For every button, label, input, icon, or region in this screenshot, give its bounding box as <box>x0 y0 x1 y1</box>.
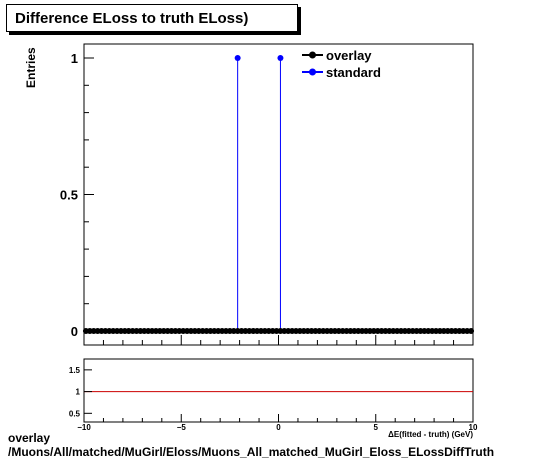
x-axis-label: ΔE(fitted - truth) (GeV) <box>388 430 473 439</box>
chart-title: Difference ELoss to truth ELoss) <box>15 10 249 27</box>
standard-point <box>234 55 241 61</box>
ratio-plot-frame <box>83 358 474 423</box>
y-tick-label: 0 <box>71 324 78 339</box>
footer-line-2: /Muons/All/matched/MuGirl/Eloss/Muons_Al… <box>8 445 495 459</box>
chart-title-box: Difference ELoss to truth ELoss) <box>6 4 298 32</box>
legend-marker <box>309 68 316 76</box>
ratio-x-tick-label: 5 <box>374 423 379 432</box>
ratio-x-tick-label: 10 <box>469 423 478 432</box>
standard-point <box>277 55 284 61</box>
ratio-x-tick-label: −5 <box>177 423 187 432</box>
ratio-y-tick-label: 1 <box>76 388 81 397</box>
y-tick-label: 1 <box>71 51 78 66</box>
overlay-point <box>468 328 475 334</box>
ratio-x-tick-label: −10 <box>77 423 91 432</box>
y-tick-label: 0.5 <box>60 188 78 203</box>
footer-line-1: overlay <box>8 431 51 445</box>
ratio-y-tick-label: 1.5 <box>69 366 81 375</box>
main-plot-frame <box>83 43 474 346</box>
legend-label: standard <box>326 65 381 80</box>
legend-marker <box>309 51 316 59</box>
legend-label: overlay <box>326 48 372 63</box>
ratio-y-tick-label: 0.5 <box>69 409 81 418</box>
ratio-x-tick-label: 0 <box>276 423 281 432</box>
